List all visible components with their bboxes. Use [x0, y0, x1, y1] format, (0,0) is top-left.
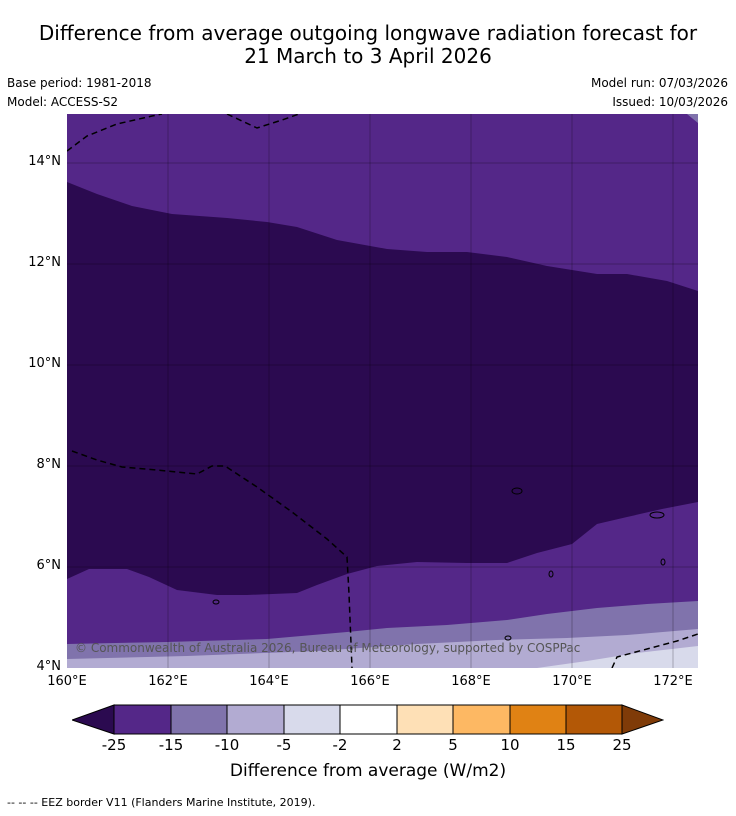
colorbar-bin-2 [170, 704, 228, 735]
colorbar-label: Difference from average (W/m2) [229, 761, 507, 781]
y-tick-12n: 12°N [28, 255, 61, 270]
colorbar-tick-25: 25 [612, 736, 632, 754]
title-line-1: Difference from average outgoing longwav… [38, 21, 698, 45]
colorbar-bin-1 [113, 704, 172, 735]
anomaly-region-minus5 [67, 629, 698, 668]
meta-left: Base period: 1981-2018 Model: ACCESS-S2 [7, 74, 152, 112]
y-tick-6n: 6°N [36, 558, 62, 573]
x-tick-166e: 166°E [350, 674, 390, 689]
y-tick-10n: 10°N [28, 356, 61, 371]
model-run: Model run: 07/03/2026 [590, 76, 728, 90]
map-title: Difference from average outgoing longwav… [0, 22, 736, 68]
colorbar-bin-7 [452, 704, 511, 735]
x-tick-170e: 170°E [552, 674, 592, 689]
y-tick-8n: 8°N [36, 457, 62, 472]
colorbar-bin-8 [509, 704, 567, 735]
colorbar [72, 704, 664, 735]
issued-date: Issued: 10/03/2026 [612, 95, 728, 109]
x-tick-162e: 162°E [148, 674, 188, 689]
colorbar-tick-minus15: -15 [158, 736, 184, 754]
model-name: Model: ACCESS-S2 [7, 95, 119, 109]
colorbar-bin-6 [396, 704, 454, 735]
x-tick-168e: 168°E [451, 674, 491, 689]
title-line-2: 21 March to 3 April 2026 [244, 44, 492, 68]
anomaly-region-minus25 [67, 182, 698, 595]
colorbar-tick-minus2: -2 [332, 736, 348, 754]
colorbar-bin-3 [226, 704, 285, 735]
y-tick-14n: 14°N [28, 154, 61, 169]
y-tick-4n: 4°N [36, 659, 62, 674]
colorbar-bin-4 [283, 704, 341, 735]
meta-right: Model run: 07/03/2026 Issued: 10/03/2026 [591, 74, 728, 112]
colorbar-tick-2: 2 [392, 736, 402, 754]
x-tick-172e: 172°E [653, 674, 693, 689]
colorbar-bin-5 [339, 704, 398, 735]
eez-borders [67, 114, 698, 668]
colorbar-tick-5: 5 [448, 736, 458, 754]
olr-anomaly-map [67, 114, 698, 668]
x-tick-164e: 164°E [249, 674, 289, 689]
colorbar-high-arrow [621, 704, 664, 735]
anomaly-region-corner [687, 114, 698, 123]
base-period: Base period: 1981-2018 [7, 76, 152, 90]
colorbar-tick-minus5: -5 [276, 736, 292, 754]
gridlines [67, 114, 698, 668]
colorbar-tick-minus10: -10 [214, 736, 240, 754]
colorbar-tick-minus25: -25 [101, 736, 127, 754]
copyright-notice: © Commonwealth of Australia 2026, Bureau… [75, 641, 581, 655]
colorbar-low-arrow [72, 704, 115, 735]
eez-footnote: -- -- -- EEZ border V11 (Flanders Marine… [7, 796, 316, 809]
colorbar-tick-10: 10 [500, 736, 520, 754]
x-tick-160e: 160°E [47, 674, 87, 689]
colorbar-tick-15: 15 [556, 736, 576, 754]
colorbar-bin-9 [565, 704, 623, 735]
island-outlines [212, 487, 666, 641]
